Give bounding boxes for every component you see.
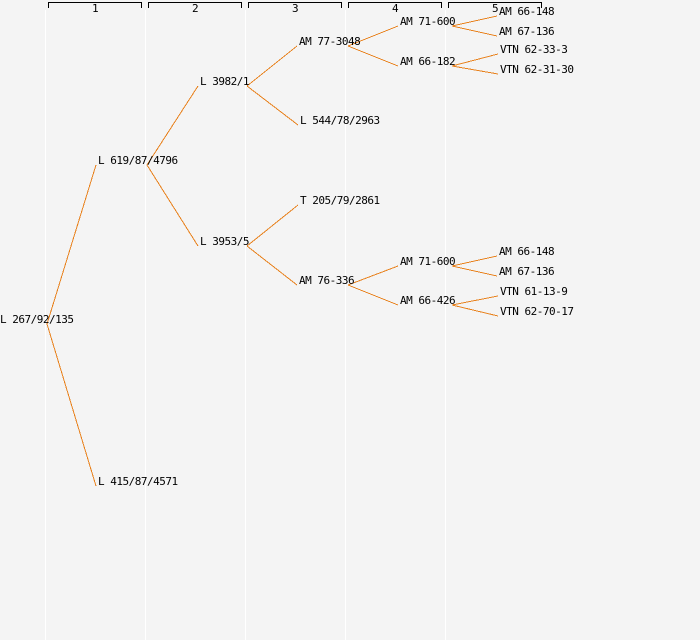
tree-edge [451, 295, 499, 306]
tree-node-vtn62701[interactable]: VTN 62-70-17 [500, 305, 574, 318]
tree-node-am66148b[interactable]: AM 66-148 [499, 245, 555, 258]
tree-edge [146, 85, 199, 166]
tree-node-t205[interactable]: T 205/79/2861 [300, 194, 380, 207]
tree-edge [146, 164, 199, 247]
column-divider [245, 10, 246, 640]
tree-node-vtn62333[interactable]: VTN 62-33-3 [500, 43, 568, 56]
tree-node-n544[interactable]: L 544/78/2963 [300, 114, 380, 127]
column-bracket: 5 [448, 2, 542, 16]
tree-node-n3953[interactable]: L 3953/5 [200, 235, 249, 248]
tree-node-am66148a[interactable]: AM 66-148 [499, 5, 555, 18]
tree-edge [347, 284, 399, 306]
bracket-tick [541, 3, 542, 8]
tree-edge [451, 304, 499, 317]
tree-edge [451, 25, 498, 37]
tree-node-n3982[interactable]: L 3982/1 [200, 75, 249, 88]
column-bracket: 3 [248, 2, 342, 16]
tree-edge [246, 85, 299, 126]
column-number: 3 [291, 2, 299, 15]
bracket-tick [448, 3, 449, 8]
tree-edge [451, 265, 498, 277]
column-number: 2 [191, 2, 199, 15]
bracket-tick [441, 3, 442, 8]
bracket-tick [48, 3, 49, 8]
tree-edge [46, 323, 97, 487]
tree-edge [451, 15, 498, 27]
tree-node-vtn62313[interactable]: VTN 62-31-30 [500, 63, 574, 76]
column-bracket: 4 [348, 2, 442, 16]
tree-node-am66426[interactable]: AM 66-426 [400, 294, 456, 307]
tree-node-am67136b[interactable]: AM 67-136 [499, 265, 555, 278]
bracket-tick [148, 3, 149, 8]
tree-node-n415[interactable]: L 415/87/4571 [98, 475, 178, 488]
bracket-tick [348, 3, 349, 8]
tree-node-root[interactable]: L 267/92/135 [0, 313, 74, 326]
bracket-tick [248, 3, 249, 8]
tree-edge [347, 45, 399, 67]
tree-node-am71b[interactable]: AM 71-600 [400, 255, 456, 268]
tree-edge [347, 25, 399, 47]
bracket-tick [241, 3, 242, 8]
tree-edge [451, 255, 498, 267]
tree-node-am77[interactable]: AM 77-3048 [299, 35, 361, 48]
tree-edge [46, 164, 97, 325]
tree-edge [347, 265, 399, 286]
tree-edge [246, 45, 298, 87]
tree-edge [246, 245, 298, 286]
tree-node-n619[interactable]: L 619/87/4796 [98, 154, 178, 167]
column-bracket: 1 [48, 2, 142, 16]
column-divider [45, 10, 46, 640]
column-divider [445, 10, 446, 640]
tree-node-am66182[interactable]: AM 66-182 [400, 55, 456, 68]
column-number: 1 [91, 2, 99, 15]
column-divider [345, 10, 346, 640]
tree-edge [451, 65, 499, 75]
tree-node-am76[interactable]: AM 76-336 [299, 274, 355, 287]
tree-node-am71a[interactable]: AM 71-600 [400, 15, 456, 28]
tree-node-am67136a[interactable]: AM 67-136 [499, 25, 555, 38]
column-number: 4 [391, 2, 399, 15]
bracket-tick [141, 3, 142, 8]
tree-edge [451, 53, 499, 67]
bracket-tick [341, 3, 342, 8]
column-bracket: 2 [148, 2, 242, 16]
column-divider [145, 10, 146, 640]
column-number: 5 [491, 2, 499, 15]
tree-edge [246, 204, 299, 247]
tree-node-vtn61139[interactable]: VTN 61-13-9 [500, 285, 568, 298]
